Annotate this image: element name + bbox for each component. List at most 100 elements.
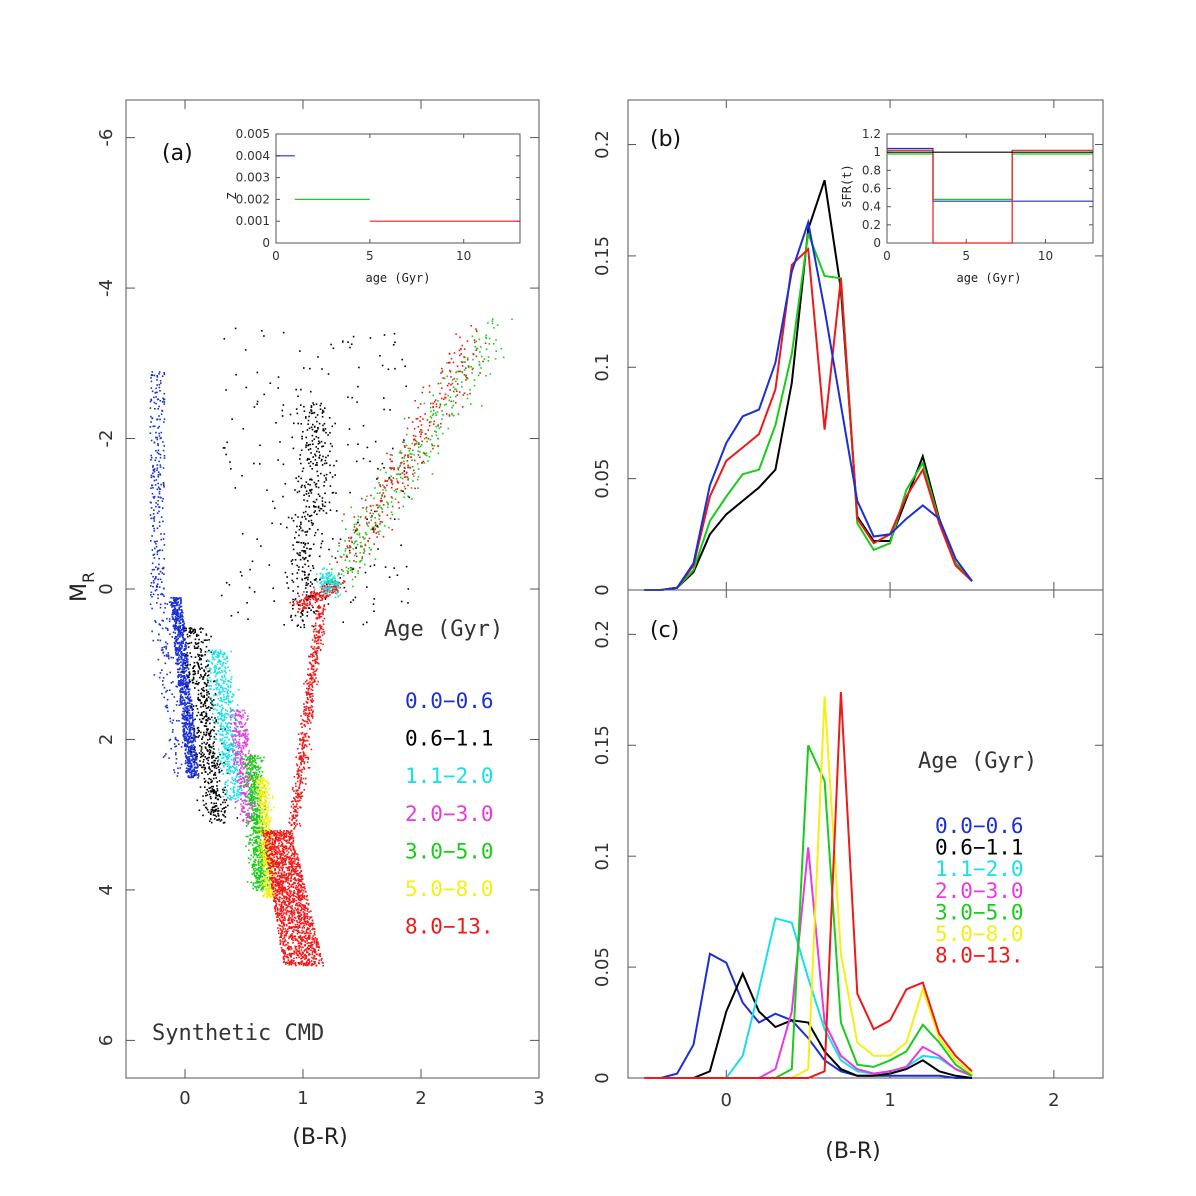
cmd-point bbox=[184, 659, 187, 662]
cmd-point bbox=[256, 841, 259, 844]
cmd-point bbox=[253, 782, 256, 784]
cmd-point bbox=[223, 807, 226, 809]
cmd-point bbox=[287, 892, 289, 894]
cmd-point bbox=[303, 950, 305, 952]
cmd-point bbox=[206, 728, 208, 730]
cmd-point bbox=[252, 771, 254, 774]
cmd-point bbox=[251, 795, 253, 798]
cmd-point bbox=[266, 779, 269, 782]
cmd-point bbox=[201, 766, 203, 769]
cmd-point bbox=[259, 865, 262, 868]
cmd-point bbox=[265, 873, 267, 876]
cmd-point bbox=[237, 745, 240, 747]
cmd-point bbox=[203, 670, 206, 673]
cmd-point bbox=[165, 691, 167, 693]
cmd-point bbox=[229, 669, 231, 672]
cmd-point bbox=[217, 757, 219, 760]
cmd-point bbox=[260, 853, 263, 855]
cmd-point bbox=[257, 868, 259, 871]
cmd-point bbox=[304, 913, 306, 915]
cmd-point bbox=[200, 706, 202, 708]
cmd-point bbox=[239, 730, 241, 732]
cmd-point bbox=[180, 678, 182, 681]
cmd-point bbox=[187, 726, 190, 728]
cmd-point bbox=[255, 785, 257, 787]
cmd-point bbox=[232, 739, 235, 742]
cmd-point bbox=[240, 758, 243, 761]
cmd-point bbox=[250, 753, 252, 756]
cmd-point bbox=[262, 855, 264, 857]
cmd-point bbox=[197, 662, 199, 665]
cmd-point bbox=[265, 815, 267, 818]
cmd-point bbox=[242, 760, 245, 763]
cmd-point bbox=[255, 847, 257, 850]
cmd-point bbox=[174, 649, 177, 652]
cmd-point bbox=[223, 652, 225, 654]
cmd-point bbox=[230, 758, 233, 761]
cmd-point bbox=[298, 921, 301, 924]
cmd-point bbox=[259, 790, 262, 793]
cmd-point bbox=[309, 925, 311, 927]
cmd-point bbox=[306, 920, 309, 922]
cmd-point bbox=[179, 684, 181, 687]
cmd-point bbox=[227, 729, 229, 732]
cmd-point bbox=[267, 892, 270, 895]
cmd-point bbox=[172, 618, 174, 620]
cmd-point bbox=[166, 627, 169, 630]
cmd-point bbox=[195, 643, 197, 645]
cmd-point bbox=[210, 745, 212, 748]
cmd-point bbox=[313, 957, 315, 959]
cmd-point bbox=[285, 866, 288, 869]
cmd-point bbox=[171, 613, 173, 616]
cmd-point bbox=[279, 850, 281, 853]
cmd-point bbox=[200, 731, 202, 734]
cmd-point bbox=[183, 660, 186, 662]
cmd-point bbox=[294, 878, 297, 880]
cmd-point bbox=[257, 786, 260, 789]
cmd-point bbox=[240, 757, 243, 760]
cmd-point bbox=[256, 796, 259, 799]
cmd-point bbox=[255, 877, 257, 880]
cmd-point bbox=[280, 889, 283, 891]
cmd-point bbox=[213, 774, 215, 776]
cmd-point bbox=[191, 748, 194, 750]
cmd-point bbox=[194, 656, 197, 658]
cmd-point bbox=[272, 895, 274, 897]
cmd-point bbox=[298, 924, 301, 927]
cmd-point bbox=[262, 782, 264, 784]
cmd-point bbox=[290, 875, 293, 877]
cmd-point bbox=[182, 684, 184, 687]
cmd-point bbox=[159, 624, 161, 626]
cmd-point bbox=[287, 856, 290, 859]
cmd-point bbox=[275, 894, 278, 897]
cmd-point bbox=[233, 722, 236, 724]
cmd-point bbox=[182, 725, 184, 728]
cmd-point bbox=[246, 779, 248, 781]
cmd-point bbox=[254, 836, 257, 838]
cmd-point bbox=[287, 855, 289, 858]
cmd-point bbox=[257, 877, 259, 879]
cmd-point bbox=[176, 629, 179, 631]
cmd-point bbox=[313, 948, 315, 951]
cmd-point bbox=[244, 733, 247, 735]
cmd-point bbox=[265, 821, 268, 824]
cmd-point bbox=[265, 848, 267, 851]
cmd-point bbox=[254, 767, 257, 770]
cmd-point bbox=[290, 835, 292, 837]
cmd-point bbox=[247, 772, 249, 774]
cmd-point bbox=[214, 666, 216, 668]
cmd-point bbox=[234, 730, 237, 732]
cmd-point bbox=[247, 822, 250, 824]
cmd-point bbox=[266, 885, 268, 888]
cmd-point bbox=[180, 661, 182, 663]
cmd-point bbox=[191, 724, 194, 726]
cmd-point bbox=[305, 931, 308, 933]
cmd-point bbox=[210, 702, 212, 704]
cmd-point bbox=[273, 900, 275, 903]
cmd-point bbox=[219, 712, 222, 715]
cmd-point bbox=[268, 853, 271, 855]
cmd-point bbox=[233, 795, 235, 797]
cmd-point bbox=[182, 661, 185, 664]
cmd-point bbox=[182, 697, 184, 699]
cmd-point bbox=[187, 715, 190, 717]
